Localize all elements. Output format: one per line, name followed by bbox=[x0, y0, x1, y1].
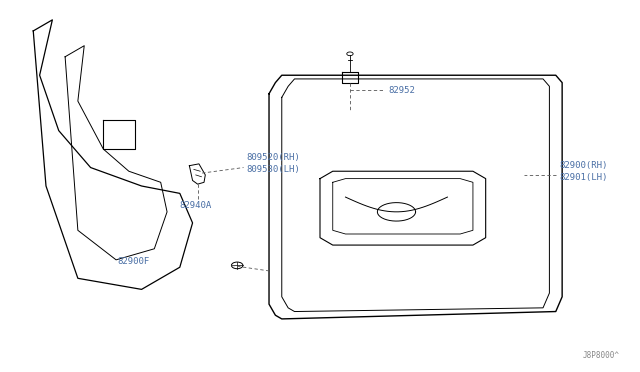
Text: J8P8000^: J8P8000^ bbox=[582, 350, 620, 359]
Text: 82900F: 82900F bbox=[117, 257, 150, 266]
Text: 82940A: 82940A bbox=[180, 201, 212, 210]
Text: 82900(RH)
82901(LH): 82900(RH) 82901(LH) bbox=[559, 161, 607, 182]
Text: 809520(RH)
809530(LH): 809520(RH) 809530(LH) bbox=[246, 153, 300, 174]
Text: 82952: 82952 bbox=[389, 86, 416, 95]
